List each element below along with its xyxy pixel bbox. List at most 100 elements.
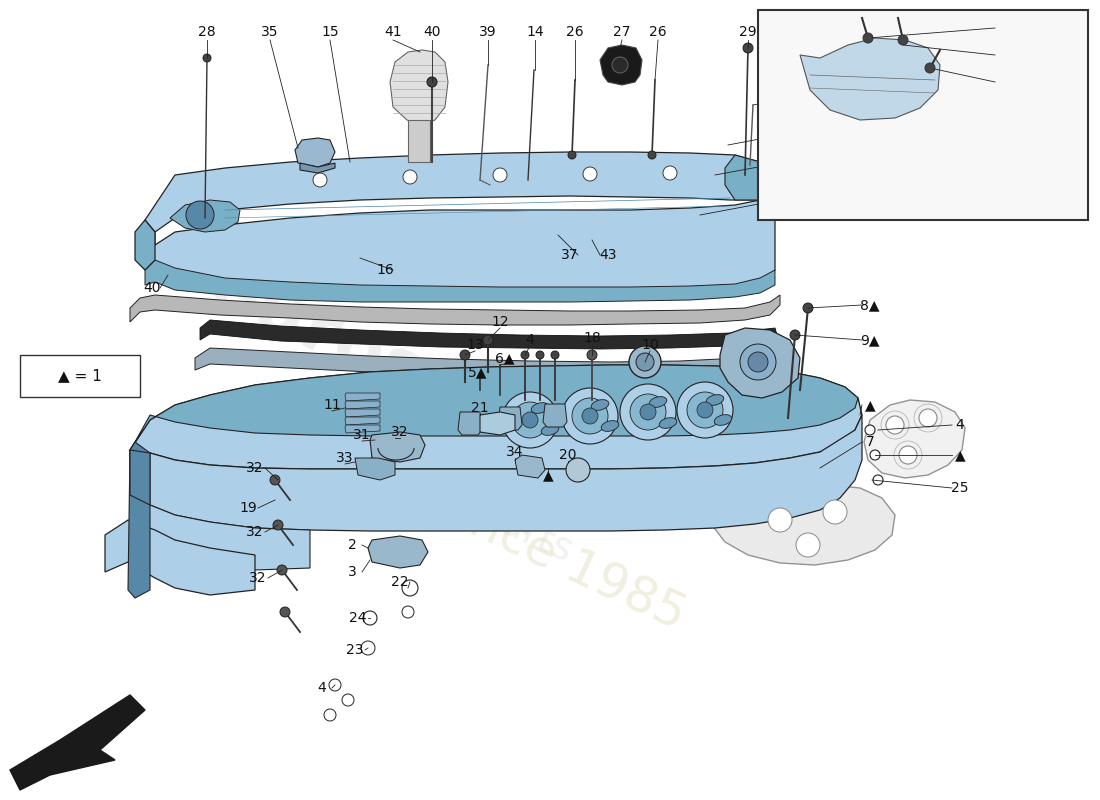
Circle shape: [636, 353, 654, 371]
Text: since 1985: since 1985: [426, 481, 694, 639]
Polygon shape: [345, 425, 379, 433]
Circle shape: [648, 151, 656, 159]
Ellipse shape: [541, 425, 559, 435]
Circle shape: [663, 166, 676, 180]
Polygon shape: [725, 155, 775, 200]
Text: 30: 30: [806, 88, 824, 102]
Circle shape: [361, 641, 375, 655]
Circle shape: [402, 606, 414, 618]
Text: ▲: ▲: [955, 448, 966, 462]
Text: 33: 33: [337, 451, 354, 465]
Text: 40: 40: [143, 281, 161, 295]
Ellipse shape: [602, 421, 619, 431]
Text: 23: 23: [346, 643, 364, 657]
Ellipse shape: [706, 394, 724, 406]
Circle shape: [742, 43, 754, 53]
Circle shape: [502, 392, 558, 448]
Text: 3: 3: [348, 565, 356, 579]
Polygon shape: [408, 120, 430, 162]
Polygon shape: [600, 45, 642, 85]
Text: 15: 15: [321, 25, 339, 39]
Polygon shape: [345, 417, 379, 425]
Circle shape: [918, 409, 937, 427]
FancyBboxPatch shape: [758, 10, 1088, 220]
Circle shape: [823, 500, 847, 524]
Text: 43: 43: [600, 248, 617, 262]
Text: auto parts: auto parts: [382, 450, 579, 570]
Text: 14: 14: [526, 25, 543, 39]
Text: official: official: [433, 415, 566, 505]
Text: 4: 4: [526, 333, 535, 347]
Text: 2: 2: [348, 538, 356, 552]
Circle shape: [925, 63, 935, 73]
Ellipse shape: [714, 414, 732, 426]
Circle shape: [676, 382, 733, 438]
Text: 29: 29: [739, 25, 757, 39]
Text: 16: 16: [376, 263, 394, 277]
Text: 6▲: 6▲: [495, 351, 515, 365]
Circle shape: [697, 402, 713, 418]
Circle shape: [403, 170, 417, 184]
Circle shape: [790, 330, 800, 340]
Text: 38: 38: [806, 123, 824, 137]
Text: 4: 4: [318, 681, 327, 695]
Circle shape: [460, 350, 470, 360]
Circle shape: [886, 416, 904, 434]
Circle shape: [582, 408, 598, 424]
Polygon shape: [458, 412, 482, 435]
Text: 17: 17: [806, 188, 824, 202]
Polygon shape: [295, 138, 336, 167]
Text: 35: 35: [991, 48, 1009, 62]
Text: 40: 40: [424, 25, 441, 39]
Polygon shape: [145, 152, 776, 232]
Text: 21: 21: [471, 401, 488, 415]
Polygon shape: [130, 365, 862, 469]
Circle shape: [270, 475, 280, 485]
Text: 8▲: 8▲: [860, 298, 880, 312]
Text: 37: 37: [561, 248, 579, 262]
Polygon shape: [355, 458, 395, 480]
Text: ▲: ▲: [542, 468, 553, 482]
Polygon shape: [345, 409, 379, 417]
Circle shape: [363, 611, 377, 625]
Circle shape: [803, 303, 813, 313]
Polygon shape: [864, 400, 965, 478]
Polygon shape: [515, 455, 544, 478]
Circle shape: [568, 151, 576, 159]
Polygon shape: [800, 38, 940, 120]
Text: 25: 25: [952, 481, 969, 495]
Text: 31: 31: [353, 428, 371, 442]
Text: 10: 10: [641, 338, 659, 352]
Text: 34: 34: [506, 445, 524, 459]
Text: 22: 22: [392, 575, 409, 589]
Polygon shape: [145, 260, 776, 302]
Polygon shape: [130, 295, 780, 325]
Polygon shape: [145, 192, 776, 295]
Text: 12: 12: [492, 315, 509, 329]
Polygon shape: [195, 348, 785, 377]
Polygon shape: [720, 328, 800, 398]
Text: 32: 32: [392, 425, 409, 439]
Ellipse shape: [531, 402, 549, 414]
Text: 11: 11: [323, 398, 341, 412]
Circle shape: [566, 458, 590, 482]
Polygon shape: [104, 520, 255, 595]
Text: 26: 26: [649, 25, 667, 39]
Text: 24: 24: [350, 611, 366, 625]
Text: 27: 27: [614, 25, 630, 39]
Text: ▲: ▲: [865, 398, 876, 412]
Circle shape: [324, 709, 336, 721]
Polygon shape: [480, 412, 515, 435]
Polygon shape: [300, 163, 336, 173]
Circle shape: [870, 450, 880, 460]
Text: 18: 18: [583, 331, 601, 345]
Circle shape: [277, 565, 287, 575]
Circle shape: [583, 167, 597, 181]
Circle shape: [748, 352, 768, 372]
Text: ▲ = 1: ▲ = 1: [58, 369, 102, 383]
Polygon shape: [130, 450, 150, 505]
Text: 35: 35: [262, 25, 278, 39]
FancyBboxPatch shape: [20, 355, 140, 397]
Circle shape: [186, 201, 214, 229]
Circle shape: [629, 346, 661, 378]
